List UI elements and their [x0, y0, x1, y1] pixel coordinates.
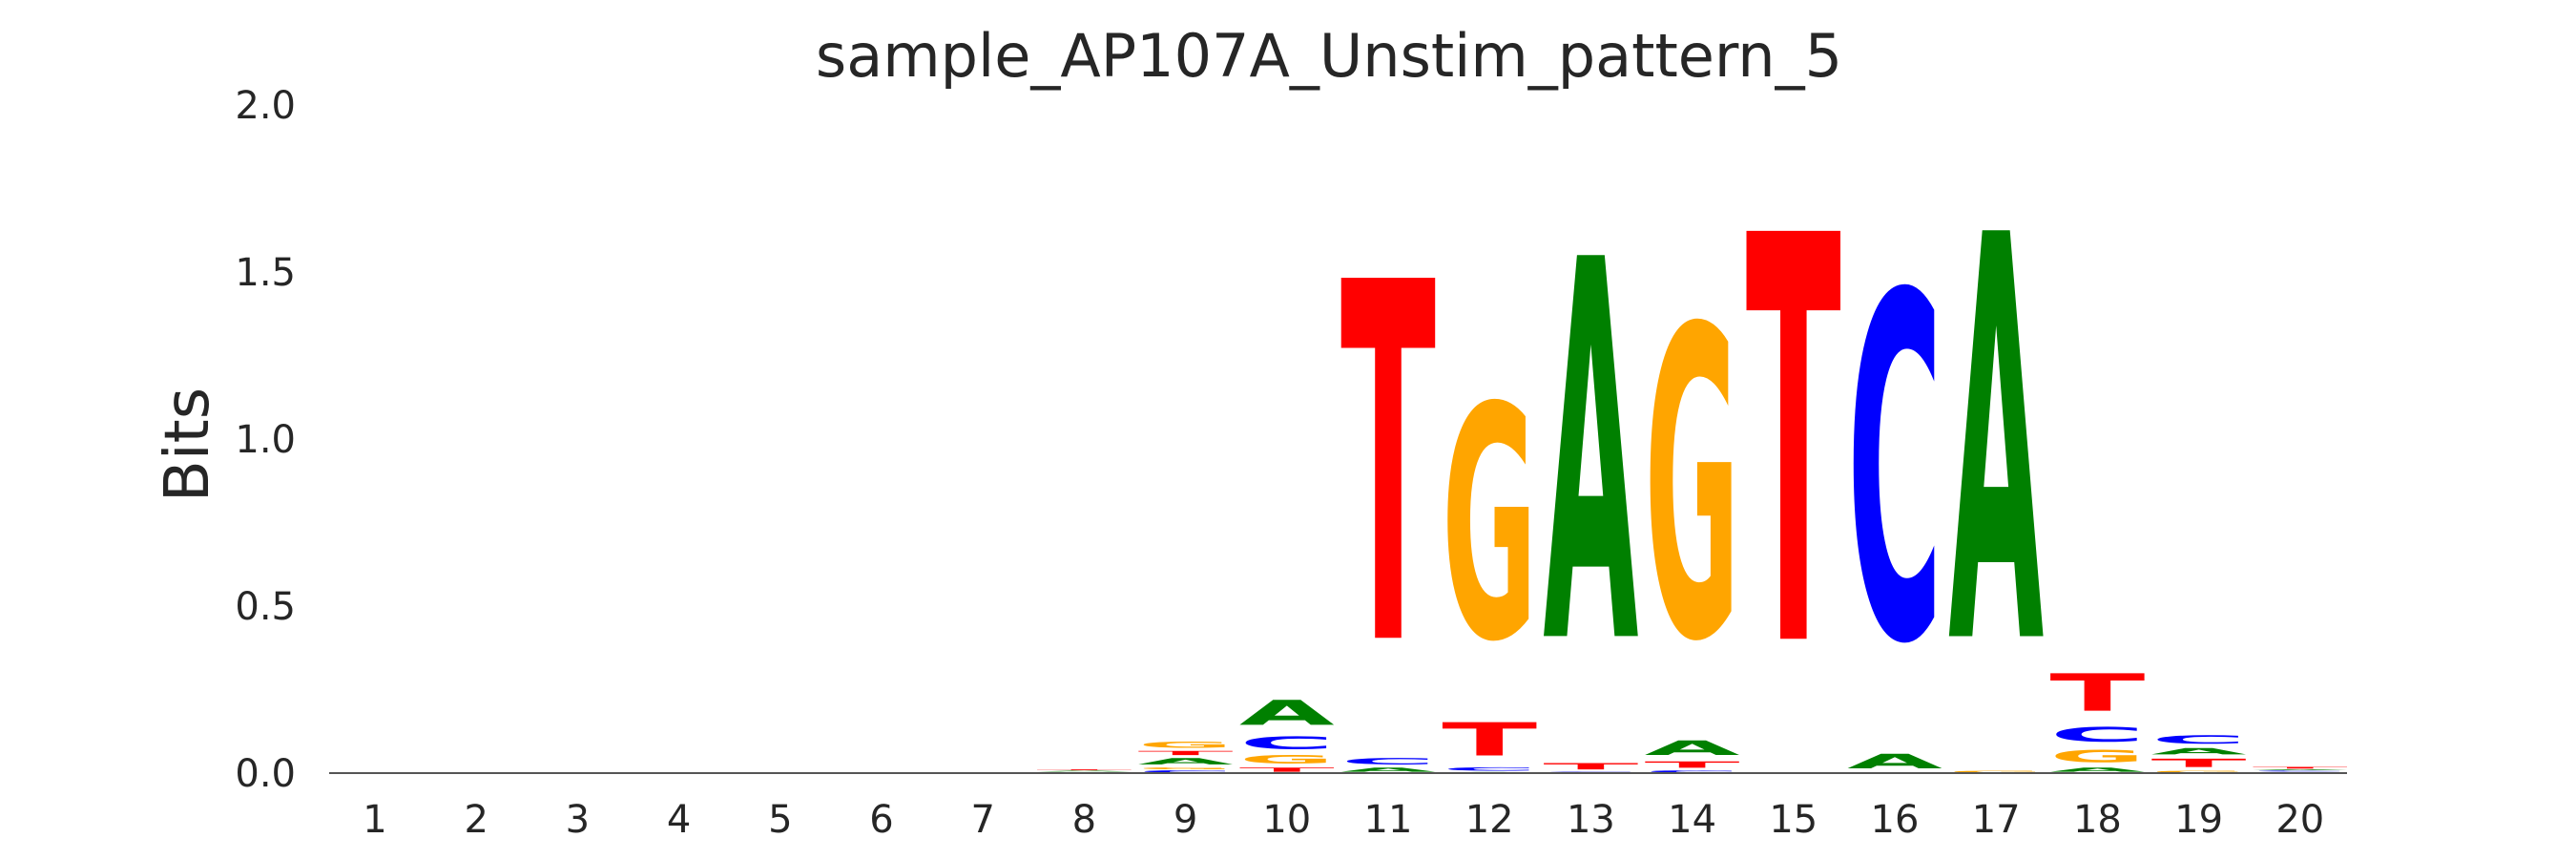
x-tick-label: 8 — [1072, 798, 1096, 842]
x-tick-label: 1 — [363, 798, 386, 842]
chart-title: sample_AP107A_Unstim_pattern_5 — [816, 21, 1842, 91]
x-tick-label: 14 — [1668, 798, 1716, 842]
x-tick-label: 13 — [1567, 798, 1615, 842]
logo-letter-c: C — [2253, 770, 2348, 771]
logo-letter-g: G — [2049, 746, 2145, 766]
x-tick-label: 12 — [1465, 798, 1514, 842]
x-tick-label: 10 — [1262, 798, 1311, 842]
x-tick-label: 11 — [1364, 798, 1413, 842]
logo-letter-a: A — [2253, 769, 2348, 770]
x-tick-label: 7 — [970, 798, 994, 842]
logo-letter-c: C — [2151, 733, 2247, 746]
logo-letter-g: G — [1138, 766, 1234, 769]
logo-letter-a: A — [1847, 750, 1943, 773]
logo-letter-t: T — [1340, 179, 1437, 755]
logo-letter-a: A — [2049, 766, 2145, 773]
x-tick-label: 20 — [2275, 798, 2324, 842]
logo-letter-g: G — [1948, 770, 2044, 773]
y-tick-label: 0.0 — [235, 752, 296, 796]
x-tick-label: 5 — [768, 798, 792, 842]
logo-letter-t: T — [2253, 766, 2348, 769]
x-tick-label: 2 — [464, 798, 488, 842]
logo-letter-t: T — [1645, 760, 1740, 769]
logo-letter-c: C — [1138, 770, 1234, 773]
y-tick-label: 0.5 — [235, 585, 296, 629]
x-tick-label: 16 — [1871, 798, 1920, 842]
x-tick-label: 9 — [1174, 798, 1197, 842]
logo-letter-a: A — [1036, 770, 1132, 771]
logo-letter-g: G — [2151, 770, 2247, 773]
x-tick-label: 3 — [566, 798, 590, 842]
logo-letter-t: T — [1442, 713, 1537, 766]
x-tick-label: 18 — [2073, 798, 2122, 842]
logo-letter-t: T — [1138, 750, 1234, 757]
x-tick-label: 17 — [1972, 798, 2021, 842]
logo-letter-g: G — [1239, 753, 1335, 766]
logo-letter-t: T — [1543, 762, 1638, 771]
logo-letter-g: G — [1442, 341, 1537, 712]
logo-letter-c: C — [1847, 196, 1942, 747]
x-axis-ticks: 1 2 3 4 5 6 7 8 9 10 11 12 13 14 15 16 17 18 19 20 — [363, 798, 2324, 842]
x-tick-label: 15 — [1769, 798, 1818, 842]
logo-letter-c: C — [1442, 766, 1537, 772]
logo-letter-c: C — [1645, 770, 1740, 773]
logo-letter-a: A — [1138, 757, 1234, 766]
x-tick-label: 6 — [869, 798, 893, 842]
logo-letter-t: T — [1239, 766, 1335, 773]
x-tick-label: 4 — [667, 798, 691, 842]
logo-letter-g: G — [1138, 740, 1234, 749]
logo-letter-a: A — [2151, 746, 2247, 756]
y-tick-label: 2.0 — [235, 84, 296, 128]
logo-letter-c: C — [1239, 733, 1335, 753]
logo-letter-a: A — [1645, 737, 1741, 760]
y-axis-ticks: 0.0 0.5 1.0 1.5 2.0 — [235, 84, 296, 796]
logo-letter-a: A — [1543, 151, 1639, 759]
y-tick-label: 1.0 — [235, 418, 296, 462]
logo-letter-t: T — [1036, 769, 1132, 770]
logo-letter-t: T — [1746, 119, 1842, 771]
logo-letter-t: T — [2151, 756, 2247, 769]
logo-letter-stacks: GATCGATGTGCAACTACTGCTACTAGTACGAAGCTGTACG… — [1036, 119, 2348, 773]
y-tick-label: 1.5 — [235, 251, 296, 295]
logo-letter-g: G — [1645, 241, 1740, 736]
logo-letter-a: A — [1340, 766, 1436, 773]
logo-letter-t: T — [2049, 663, 2145, 723]
x-tick-label: 19 — [2174, 798, 2223, 842]
y-axis-label: Bits — [153, 388, 223, 502]
logo-letter-c: C — [1340, 756, 1436, 766]
logo-letter-a: A — [1239, 693, 1335, 733]
logo-letter-a: A — [1948, 119, 2045, 767]
logo-letter-c: C — [2049, 723, 2145, 746]
